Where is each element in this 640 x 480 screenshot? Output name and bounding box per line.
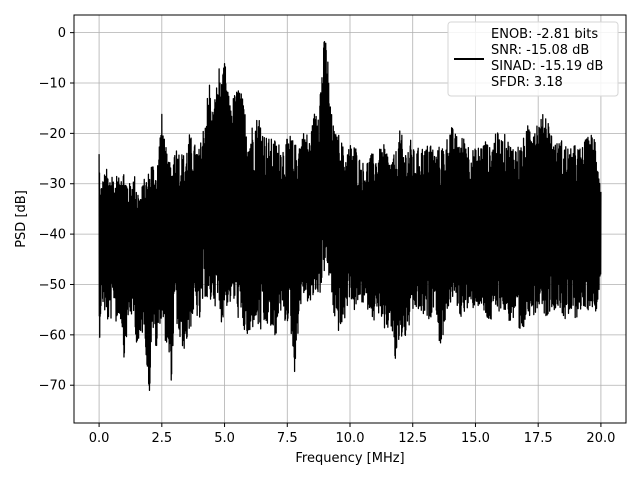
legend-box [447, 21, 619, 97]
x-tick-label: 10.0 [336, 431, 365, 446]
y-axis-ticks: 0 −10 −20 −30 −40 −50 −60 −70 [39, 26, 74, 394]
y-tick-label: −70 [39, 379, 66, 394]
x-tick-label: 2.5 [151, 431, 172, 446]
x-tick-label: 12.5 [398, 431, 427, 446]
y-tick-label: −30 [39, 177, 66, 192]
legend-entry-sfdr: SFDR: 3.18 [491, 75, 563, 90]
y-tick-label: −40 [39, 228, 66, 243]
y-tick-label: −20 [39, 127, 66, 142]
x-tick-label: 5.0 [214, 431, 235, 446]
x-tick-label: 7.5 [277, 431, 298, 446]
x-axis-label: Frequency [MHz] [295, 451, 404, 466]
y-tick-label: −60 [39, 328, 66, 343]
x-tick-label: 15.0 [461, 431, 490, 446]
x-axis-ticks: 0.0 2.5 5.0 7.5 10.0 12.5 15.0 17.5 20.0 [89, 423, 615, 446]
legend-entry-enob: ENOB: -2.81 bits [491, 27, 598, 42]
x-tick-label: 20.0 [586, 431, 615, 446]
psd-line [98, 40, 602, 391]
y-axis-label: PSD [dB] [14, 190, 29, 248]
y-tick-label: −50 [39, 278, 66, 293]
y-tick-label: −10 [39, 77, 66, 92]
x-tick-label: 17.5 [524, 431, 553, 446]
legend: ENOB: -2.81 bits SNR: -15.08 dB SINAD: -… [447, 21, 619, 97]
series-trace [98, 40, 602, 391]
legend-entry-sinad: SINAD: -15.19 dB [491, 59, 603, 74]
y-tick-label: 0 [58, 26, 66, 41]
legend-entry-snr: SNR: -15.08 dB [491, 43, 589, 58]
x-tick-label: 0.0 [89, 431, 110, 446]
